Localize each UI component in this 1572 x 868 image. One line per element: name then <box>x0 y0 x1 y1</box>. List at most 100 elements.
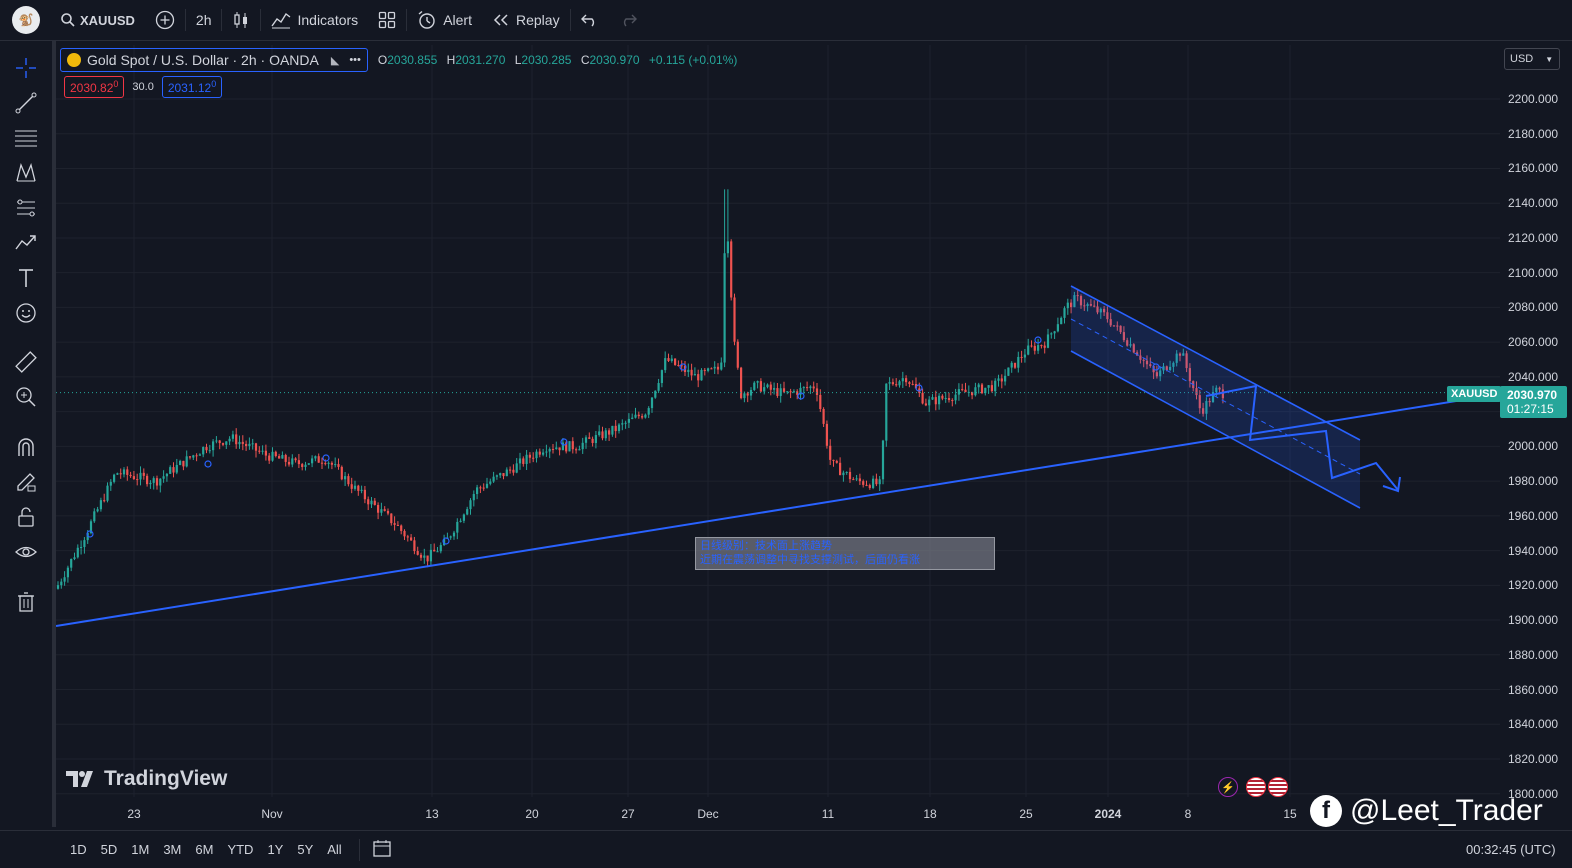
candle-body <box>383 509 386 511</box>
annotation-box[interactable]: 日线级别：技术面上涨趋势 近期在震荡调整中寻找支撑测试，后面仍看涨 <box>695 537 995 570</box>
candle-body <box>1188 368 1191 382</box>
candle-body <box>792 391 795 393</box>
candle-body <box>756 381 759 383</box>
trendline-icon[interactable] <box>12 89 40 117</box>
goto-date-button[interactable] <box>372 838 392 861</box>
lock-draw-icon[interactable] <box>12 468 40 496</box>
range-button-1y[interactable]: 1Y <box>267 842 284 857</box>
buy-price-sup: 0 <box>211 79 217 89</box>
buy-button[interactable]: 2031.120 <box>161 76 223 98</box>
time-axis-label: Nov <box>261 807 283 821</box>
candle-body <box>670 358 673 361</box>
tradingview-logo[interactable]: TradingView <box>66 767 227 791</box>
candle-body <box>1145 360 1149 365</box>
range-button-ytd[interactable]: YTD <box>227 842 254 857</box>
lock-icon[interactable] <box>12 503 40 531</box>
candle-body <box>835 460 838 463</box>
replay-button[interactable]: Replay <box>482 0 570 40</box>
us-flag-icon[interactable] <box>1268 777 1288 797</box>
alert-button[interactable]: Alert <box>407 0 482 40</box>
candle-body <box>924 403 927 406</box>
candle-body <box>796 391 799 395</box>
zoom-icon[interactable] <box>12 383 40 411</box>
time-axis[interactable]: 23 Nov 13 20 27 Dec 11 18 25 2024 8 15 <box>56 798 1500 828</box>
forecast-icon[interactable] <box>12 229 40 257</box>
candle-body <box>852 479 855 481</box>
user-avatar[interactable]: 🐒 <box>12 6 40 34</box>
candle-body <box>789 391 792 393</box>
high-value: 2031.270 <box>455 53 506 67</box>
compare-button[interactable] <box>145 0 185 40</box>
countdown-value: 01:27:15 <box>1507 402 1554 416</box>
candle-body <box>848 471 852 480</box>
emoji-icon[interactable] <box>12 299 40 327</box>
sell-button[interactable]: 2030.820 <box>64 76 125 98</box>
currency-select[interactable]: USD ▼ <box>1504 48 1560 70</box>
candle-body <box>1109 319 1112 326</box>
range-button-5d[interactable]: 5D <box>100 842 118 857</box>
candle-body <box>885 383 888 441</box>
pattern-icon[interactable] <box>12 159 40 187</box>
trash-icon[interactable] <box>12 588 40 616</box>
range-button-1m[interactable]: 1M <box>131 842 150 857</box>
text-icon[interactable] <box>12 264 40 292</box>
candle-body <box>443 538 446 546</box>
ruler-icon[interactable] <box>12 348 40 376</box>
candle-body <box>538 451 541 455</box>
candle-body <box>862 481 865 485</box>
eye-icon[interactable] <box>12 538 40 566</box>
chart-type-button[interactable] <box>222 0 260 40</box>
candle-body <box>575 449 578 451</box>
symbol-title-box[interactable]: Gold Spot / U.S. Dollar · 2h · OANDA ◣ •… <box>60 48 368 72</box>
indicators-button[interactable]: Indicators <box>261 0 368 40</box>
candle-body <box>716 366 720 370</box>
change-value: +0.115 (+0.01%) <box>648 53 738 67</box>
symbol-search-button[interactable]: XAUUSD <box>50 0 145 40</box>
clock[interactable]: 00:32:45 (UTC) <box>1466 842 1556 857</box>
range-button-3m[interactable]: 3M <box>163 842 182 857</box>
price-chart[interactable] <box>56 45 1500 797</box>
candle-body <box>66 567 69 578</box>
candle-body <box>1129 344 1132 346</box>
candle-body <box>703 369 706 371</box>
flag-icon[interactable]: ◣ <box>330 54 340 67</box>
magnet-icon[interactable] <box>12 433 40 461</box>
layouts-button[interactable] <box>368 0 406 40</box>
candle-body <box>763 387 766 392</box>
candle-body <box>60 581 63 586</box>
candle-body <box>215 440 218 442</box>
crosshair-icon[interactable] <box>12 54 40 82</box>
range-button-1d[interactable]: 1D <box>70 842 87 857</box>
candle-body <box>400 525 403 531</box>
candle-body <box>466 509 469 515</box>
candle-body <box>132 476 135 480</box>
candle-body <box>667 358 670 361</box>
price-axis[interactable]: 2200.000 2180.000 2160.000 2140.000 2120.000… <box>1500 45 1572 801</box>
interval-button[interactable]: 2h <box>195 12 212 28</box>
candle-body <box>258 450 261 452</box>
candle-body <box>957 389 960 395</box>
undo-button[interactable] <box>571 0 609 40</box>
redo-button[interactable] <box>609 0 647 40</box>
fib-icon[interactable] <box>12 124 40 152</box>
time-axis-label: 8 <box>1184 807 1192 821</box>
projection-icon[interactable] <box>12 194 40 222</box>
us-flag-icon[interactable] <box>1246 777 1266 797</box>
candle-body <box>829 445 832 460</box>
range-button-5y[interactable]: 5Y <box>297 842 314 857</box>
price-axis-label: 2120.000 <box>1508 230 1559 245</box>
chart-pane[interactable] <box>56 45 1500 797</box>
lightning-icon[interactable]: ⚡ <box>1218 777 1238 797</box>
more-options-icon[interactable]: ••• <box>349 54 361 66</box>
candle-body <box>119 473 122 475</box>
candle-body <box>1013 362 1017 368</box>
candle-body <box>522 458 525 464</box>
candle-body <box>1066 302 1069 309</box>
candle-body <box>891 382 894 385</box>
range-button-6m[interactable]: 6M <box>195 842 214 857</box>
price-axis-label: 1920.000 <box>1508 578 1559 593</box>
candle-body <box>555 447 558 450</box>
range-button-all[interactable]: All <box>327 842 342 857</box>
candle-body <box>571 441 574 450</box>
plus-circle-icon <box>155 10 175 30</box>
